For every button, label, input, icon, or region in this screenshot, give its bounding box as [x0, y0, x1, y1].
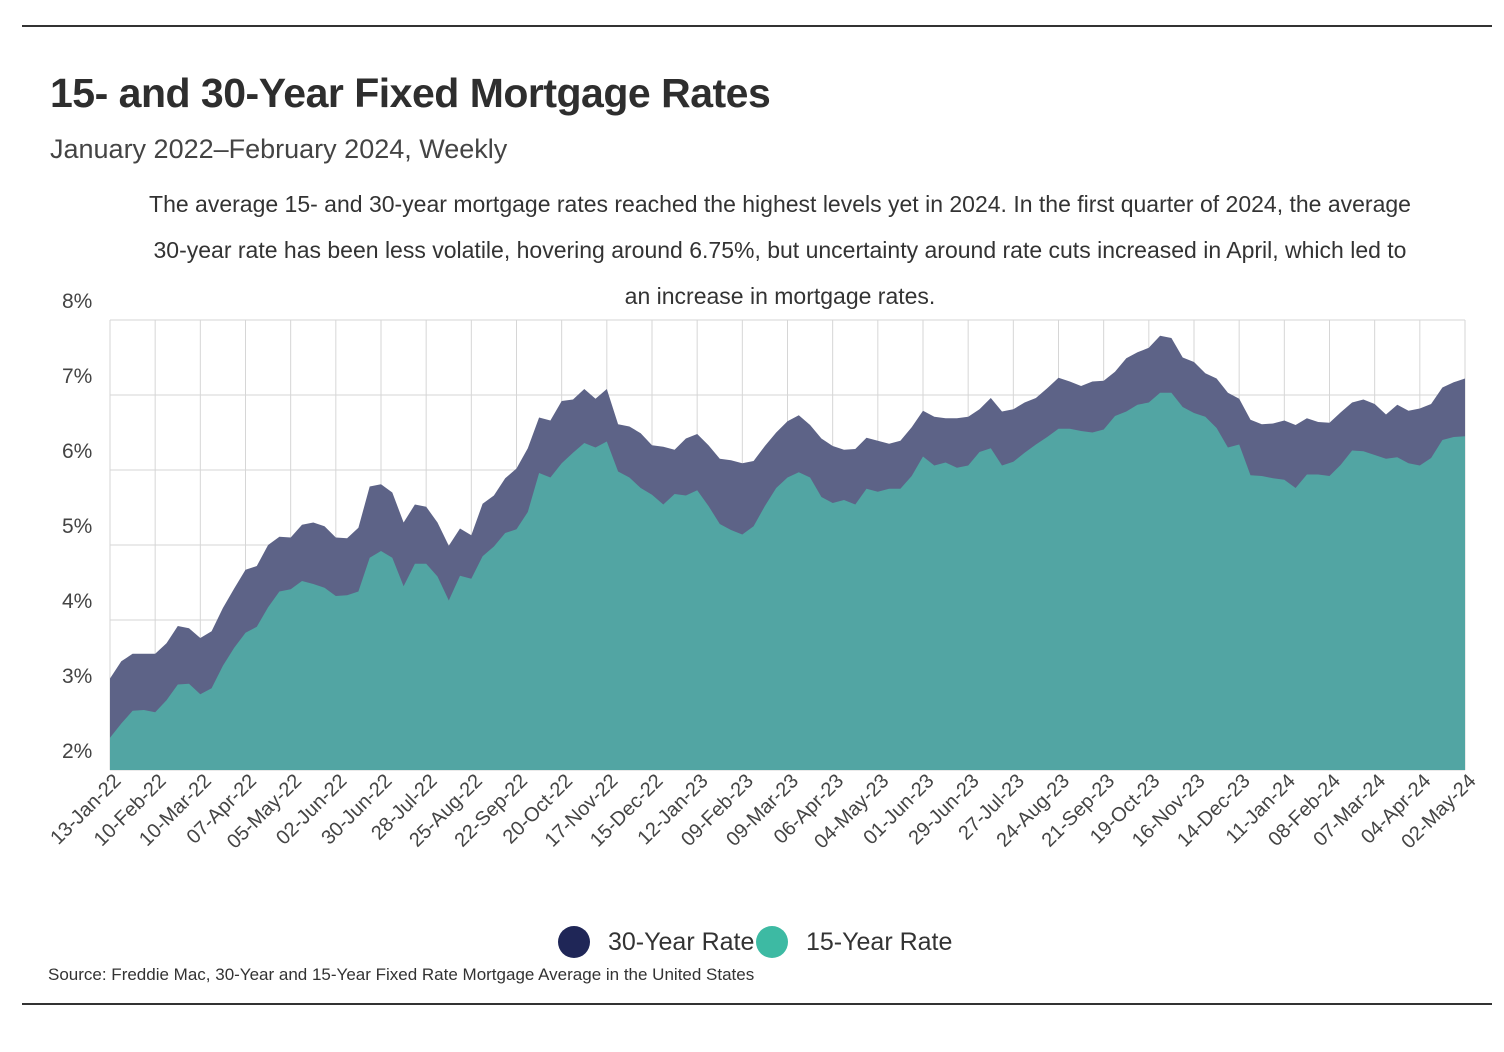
source-note: Source: Freddie Mac, 30-Year and 15-Year… [48, 965, 755, 984]
chart-title: 15- and 30-Year Fixed Mortgage Rates [50, 70, 771, 116]
y-tick-label: 8% [62, 290, 92, 313]
legend-swatch-30-year [558, 926, 590, 958]
chart-subtitle: January 2022–February 2024, Weekly [50, 134, 508, 164]
bottom-rule [22, 1003, 1492, 1005]
legend: 30-Year Rate 15-Year Rate [0, 922, 1504, 962]
y-axis: 2% 3% 4% 5% 6% 7% 8% [62, 290, 92, 763]
y-tick-label: 2% [62, 740, 92, 763]
chart-description: The average 15- and 30-year mortgage rat… [149, 191, 1411, 309]
legend-item-15-year: 15-Year Rate [756, 922, 952, 962]
y-tick-label: 5% [62, 515, 92, 538]
x-axis: 13-Jan-2210-Feb-2210-Mar-2207-Apr-2205-M… [46, 770, 1480, 853]
area-layer [110, 335, 1465, 770]
area-15-year-rate [110, 392, 1465, 770]
legend-swatch-15-year [756, 926, 788, 958]
top-rule [22, 25, 1492, 27]
y-tick-label: 6% [62, 440, 92, 463]
y-tick-label: 4% [62, 590, 92, 613]
y-tick-label: 7% [62, 365, 92, 388]
legend-label-15-year: 15-Year Rate [806, 927, 953, 956]
legend-item-30-year: 30-Year Rate [558, 922, 754, 962]
y-tick-label: 3% [62, 665, 92, 688]
legend-label-30-year: 30-Year Rate [608, 927, 755, 956]
